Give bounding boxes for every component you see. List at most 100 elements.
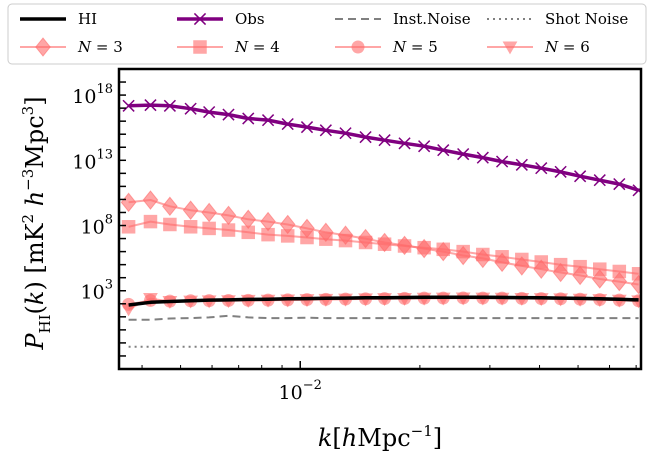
legend-marker-n-3: [35, 37, 51, 57]
legend-label-n-6: N = 6: [544, 38, 590, 56]
marker-n-4-22: [553, 257, 568, 272]
y-tick-exp: 8: [105, 213, 113, 228]
y-label-p: P: [21, 333, 49, 351]
y-tick-base: 10: [72, 151, 96, 173]
y-label-bracket: ]: [21, 96, 49, 105]
marker-n-4-14: [397, 239, 412, 253]
legend-entry-shot-noise: Shot Noise: [487, 10, 628, 28]
legend-label-part-0: HI: [78, 10, 97, 28]
y-tick-label-2: 1013: [72, 147, 113, 173]
marker-obs-20: [515, 158, 528, 171]
x-label-mpc: Mpc: [357, 424, 410, 451]
y-tick-label-0: 103: [81, 278, 113, 304]
y-axis-label: PHI(k) [mK2 h−3Mpc3]: [19, 96, 54, 350]
y-label-mpc: Mpc: [21, 115, 49, 168]
marker-n-4-2: [163, 217, 177, 232]
legend-label-inst-noise: Inst.Noise: [393, 10, 471, 28]
series-line-obs: [128, 103, 640, 192]
y-label-exp-mpc: 3: [19, 106, 37, 116]
marker-n-4-16: [436, 242, 451, 257]
series-line-inst-noise: [128, 314, 639, 321]
marker-obs-14: [398, 137, 411, 150]
legend-marker-n-6: [502, 41, 518, 55]
marker-obs-22: [554, 165, 567, 178]
legend-label-n-4: N = 4: [234, 38, 280, 56]
marker-n-4-23: [573, 259, 587, 274]
series-obs: [122, 99, 641, 197]
marker-n-4-18: [476, 247, 490, 262]
legend-label-part-0: N: [77, 38, 92, 56]
legend-label-part-0: Inst.Noise: [393, 10, 471, 28]
marker-n-4-5: [221, 223, 236, 237]
marker-n-3-1: [142, 190, 159, 210]
plot-frame: [117, 67, 643, 371]
marker-obs-13: [378, 134, 391, 147]
marker-obs-0: [122, 99, 135, 112]
marker-n-4-19: [495, 250, 509, 264]
x-label-h: h: [342, 424, 357, 451]
legend-entry-n-3: N = 3: [20, 37, 123, 57]
marker-n-4-24: [593, 262, 607, 276]
marker-obs-1: [144, 99, 157, 112]
marker-obs-17: [457, 147, 470, 161]
legend-label-part-0: N: [544, 38, 559, 56]
x-label-k: k: [318, 424, 333, 451]
marker-n-3-4: [201, 202, 217, 223]
marker-n-4-21: [534, 255, 549, 269]
legend-label-n-3: N = 3: [77, 38, 123, 56]
marker-n-4-9: [300, 230, 314, 245]
marker-obs-2: [163, 99, 177, 112]
y-tick-base: 10: [72, 86, 96, 108]
y-label-space: [21, 206, 49, 214]
legend-label-part-1: = 5: [406, 38, 438, 56]
series-n-4: [121, 214, 641, 281]
marker-n-4-1: [143, 214, 158, 229]
y-tick-exp: 13: [96, 147, 113, 162]
marker-n-3-3: [182, 200, 199, 220]
x-tick-base: 10: [279, 382, 303, 404]
series-inst-noise: [128, 314, 639, 321]
x-label-bracket-close: ]: [433, 424, 442, 451]
marker-obs-18: [476, 151, 489, 164]
legend-entry-n-5: N = 5: [335, 38, 438, 56]
y-tick-exp: 18: [96, 82, 113, 97]
legend-label-part-0: N: [234, 38, 249, 56]
legend-label-part-1: = 3: [91, 38, 123, 56]
legend-marker-obs: [193, 12, 207, 26]
marker-obs-5: [222, 108, 235, 121]
y-tick-base: 10: [81, 282, 105, 304]
marker-obs-23: [574, 170, 587, 183]
legend-entry-n-4: N = 4: [177, 38, 280, 56]
marker-n-4-13: [377, 237, 392, 251]
legend-label-part-1: = 4: [248, 38, 280, 56]
marker-n-4-17: [456, 244, 470, 259]
legend-box: [7, 3, 647, 65]
legend-marker-n-5: [351, 40, 365, 54]
marker-n-4-25: [612, 264, 627, 279]
marker-obs-19: [495, 155, 509, 168]
legend-label-part-0: Shot Noise: [545, 10, 628, 28]
x-label-bracket-open: [: [332, 424, 341, 451]
marker-obs-12: [359, 131, 372, 144]
legend-label-part-0: Obs: [235, 10, 265, 28]
marker-obs-7: [261, 114, 275, 127]
marker-n-4-12: [358, 235, 373, 250]
marker-n-3-0: [120, 192, 137, 213]
y-label-paren-open: (: [21, 305, 49, 314]
marker-n-4-7: [261, 227, 275, 242]
marker-n-4-3: [183, 220, 198, 234]
legend-label-obs: Obs: [235, 10, 265, 28]
marker-n-4-4: [202, 221, 216, 236]
marker-obs-3: [184, 102, 197, 115]
y-label-k: k: [21, 291, 49, 306]
legend-label-part-1: = 6: [558, 38, 590, 56]
marker-obs-6: [242, 112, 255, 125]
marker-obs-25: [613, 177, 626, 191]
marker-obs-26: [632, 184, 641, 197]
marker-obs-21: [535, 162, 548, 175]
y-tick-base: 10: [81, 217, 105, 239]
marker-n-3-2: [162, 196, 178, 217]
